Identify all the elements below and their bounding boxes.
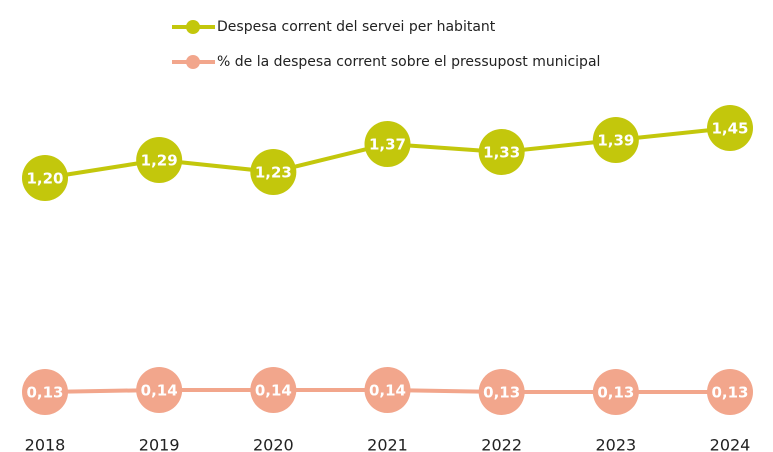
point (22, 155, 68, 201)
point (364, 121, 411, 167)
data-label: 1,23 (255, 164, 292, 182)
data-label: 1,37 (369, 136, 406, 154)
data-label: 0,13 (26, 384, 63, 402)
x-tick-label: 2018 (25, 436, 66, 452)
data-label: 1,20 (26, 170, 63, 188)
point (250, 367, 297, 413)
x-tick-label: 2023 (595, 436, 636, 452)
legend-marker (186, 55, 200, 69)
data-label: 0,13 (483, 384, 520, 402)
legend-label: % de la despesa corrent sobre el pressup… (217, 54, 600, 70)
x-tick-label: 2021 (367, 436, 408, 452)
data-label: 0,14 (141, 382, 178, 400)
data-label: 1,33 (483, 144, 520, 162)
data-label: 1,39 (597, 132, 634, 150)
x-tick-label: 2019 (139, 436, 180, 452)
x-tick-label: 2020 (253, 436, 294, 452)
point (707, 369, 753, 415)
point (136, 137, 183, 183)
point (22, 369, 68, 415)
point (478, 369, 525, 415)
point (136, 367, 183, 413)
x-tick-label: 2024 (710, 436, 751, 452)
data-label: 1,29 (141, 152, 178, 170)
point (364, 367, 411, 413)
legend-marker (186, 20, 200, 34)
point (250, 149, 297, 195)
legend-label: Despesa corrent del servei per habitant (217, 19, 496, 35)
data-label: 0,14 (255, 382, 292, 400)
data-label: 0,13 (711, 384, 748, 402)
x-tick-label: 2022 (481, 436, 522, 452)
data-label: 0,14 (369, 382, 406, 400)
point (592, 117, 639, 163)
point (478, 129, 525, 175)
data-label: 1,45 (711, 120, 748, 138)
point (707, 105, 753, 151)
data-label: 0,13 (597, 384, 634, 402)
point (592, 369, 639, 415)
